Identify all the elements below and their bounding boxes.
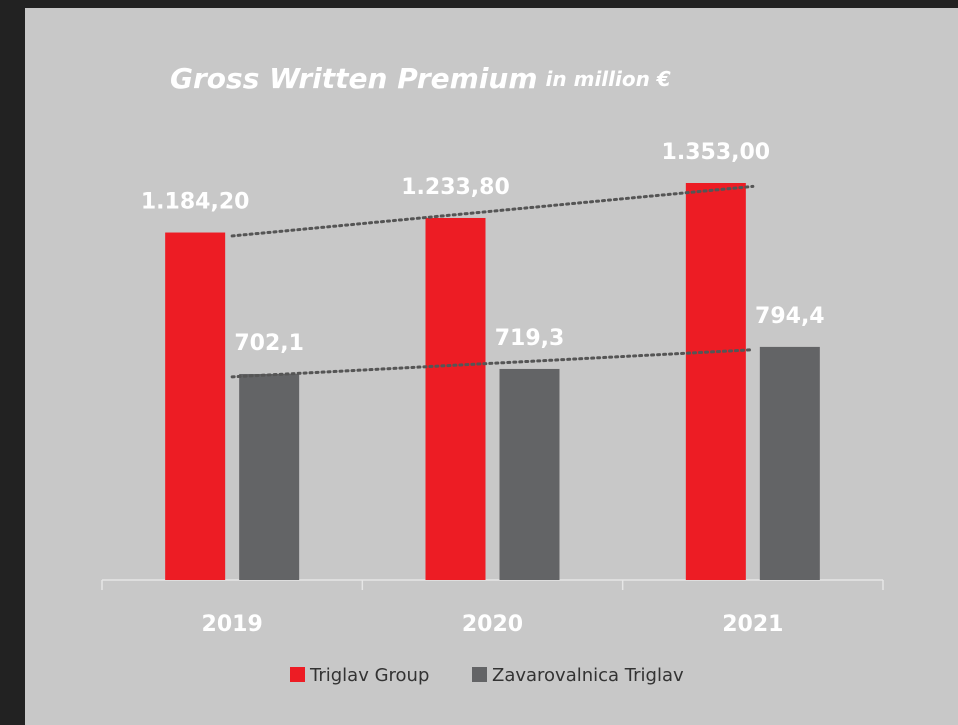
bar bbox=[685, 183, 746, 580]
value-label: 1.184,20 bbox=[141, 190, 250, 215]
bar bbox=[759, 346, 820, 580]
bar bbox=[499, 368, 560, 580]
x-tick-label: 2020 bbox=[462, 612, 523, 637]
legend-label: Zavarovalnica Triglav bbox=[492, 665, 684, 686]
trendline bbox=[230, 184, 755, 238]
value-label: 719,3 bbox=[495, 326, 565, 351]
chart-subtitle: in million € bbox=[546, 67, 671, 91]
x-tick-label: 2021 bbox=[722, 612, 783, 637]
bar bbox=[165, 232, 226, 580]
bar bbox=[239, 373, 300, 580]
chart-title-group: Gross Written Premium in million € bbox=[170, 62, 671, 95]
x-tick-label: 2019 bbox=[202, 612, 263, 637]
value-label: 794,4 bbox=[755, 304, 825, 329]
chart-title: Gross Written Premium bbox=[170, 62, 538, 95]
bar bbox=[425, 217, 486, 581]
value-label: 1.233,80 bbox=[401, 175, 510, 200]
trendline bbox=[230, 348, 755, 379]
legend-label: Triglav Group bbox=[309, 665, 429, 686]
value-label: 1.353,00 bbox=[662, 140, 771, 165]
legend-swatch bbox=[472, 667, 487, 682]
legend-swatch bbox=[290, 667, 305, 682]
value-label: 702,1 bbox=[234, 331, 304, 356]
